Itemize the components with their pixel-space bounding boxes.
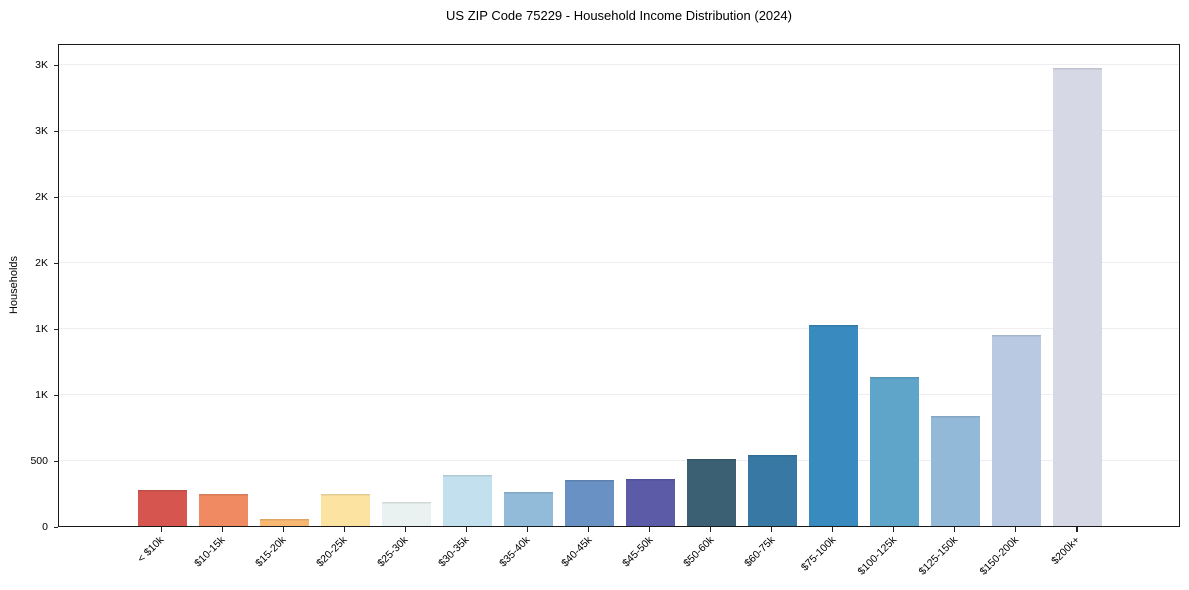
gridline-2000 bbox=[59, 261, 1179, 263]
x-tick-mark bbox=[160, 527, 162, 532]
x-tick-label-25-30k: $25-30k bbox=[375, 534, 411, 570]
x-tick-label-10k: < $10k bbox=[135, 534, 167, 565]
bar-35-40k bbox=[504, 491, 553, 526]
x-tick-mark bbox=[465, 527, 468, 532]
bar-150-200k bbox=[992, 335, 1042, 526]
bar-10k bbox=[137, 490, 187, 526]
x-tick-label-15-20k: $15-20k bbox=[253, 534, 289, 570]
bar-15-20k bbox=[259, 519, 309, 526]
x-tick-mark bbox=[893, 527, 895, 532]
gridline-1000 bbox=[59, 393, 1179, 395]
gridline-500 bbox=[59, 459, 1179, 461]
y-tick-label-0: 0 bbox=[42, 521, 48, 533]
x-tick-label-20-25k: $20-25k bbox=[314, 534, 350, 570]
gridline-3500 bbox=[59, 63, 1179, 65]
bar-50-60k bbox=[687, 459, 736, 526]
x-tick-label-10-15k: $10-15k bbox=[192, 534, 228, 570]
bar-25-30k bbox=[381, 502, 431, 526]
y-tick-label-1500: 1K bbox=[35, 323, 48, 336]
x-tick-mark bbox=[282, 527, 284, 532]
x-tick-label-30-35k: $30-35k bbox=[436, 534, 472, 570]
y-tick-label-3500: 3K bbox=[35, 59, 48, 72]
x-tick-mark bbox=[832, 527, 834, 532]
x-tick-label-100-125k: $100-125k bbox=[855, 534, 900, 578]
y-tick-mark bbox=[53, 196, 58, 198]
y-tick-mark bbox=[53, 394, 58, 396]
x-tick-label-125-150k: $125-150k bbox=[916, 534, 961, 578]
y-tick-label-2500: 2K bbox=[35, 191, 48, 204]
bar-20-25k bbox=[320, 494, 370, 526]
y-tick-mark bbox=[53, 526, 58, 528]
bar-75-100k bbox=[809, 324, 859, 526]
y-tick-mark bbox=[53, 262, 58, 264]
gridline-3000 bbox=[59, 129, 1179, 131]
x-tick-label-45-50k: $45-50k bbox=[619, 534, 656, 570]
x-tick-mark bbox=[1015, 527, 1017, 532]
x-tick-mark bbox=[1076, 527, 1078, 532]
x-tick-label-75-100k: $75-100k bbox=[798, 534, 839, 574]
x-tick-label-60-75k: $60-75k bbox=[741, 534, 778, 570]
plot-area bbox=[58, 44, 1180, 527]
y-tick-mark bbox=[53, 130, 58, 132]
bar-100-125k bbox=[870, 376, 920, 526]
bar-40-45k bbox=[565, 479, 614, 526]
gridline-2500 bbox=[59, 195, 1179, 197]
x-tick-mark bbox=[526, 527, 529, 532]
y-tick-mark bbox=[53, 328, 58, 330]
x-tick-label-50-60k: $50-60k bbox=[680, 534, 717, 570]
bar-60-75k bbox=[748, 454, 798, 526]
x-tick-mark bbox=[954, 527, 956, 532]
bar-45-50k bbox=[626, 478, 675, 526]
chart-title: US ZIP Code 75229 - Household Income Dis… bbox=[446, 8, 792, 23]
y-tick-label-3000: 3K bbox=[35, 125, 48, 138]
y-tick-mark bbox=[53, 64, 58, 66]
x-tick-label-150-200k: $150-200k bbox=[977, 534, 1022, 578]
bar-30-35k bbox=[442, 475, 492, 526]
x-tick-mark bbox=[649, 527, 651, 532]
bar-200k bbox=[1053, 68, 1103, 526]
bar-125-150k bbox=[931, 416, 981, 526]
y-tick-label-2000: 2K bbox=[35, 257, 48, 270]
x-tick-mark bbox=[343, 527, 345, 532]
x-tick-mark bbox=[771, 527, 773, 532]
x-tick-label-200k: $200k+ bbox=[1049, 534, 1083, 568]
x-tick-mark bbox=[404, 527, 407, 532]
x-tick-mark bbox=[587, 527, 590, 532]
y-tick-mark bbox=[53, 460, 58, 462]
x-tick-label-40-45k: $40-45k bbox=[558, 534, 594, 570]
y-tick-label-500: 500 bbox=[30, 455, 48, 468]
y-tick-label-1000: 1K bbox=[35, 389, 48, 402]
bar-10-15k bbox=[198, 493, 248, 526]
x-tick-mark bbox=[221, 527, 223, 532]
x-tick-label-35-40k: $35-40k bbox=[497, 534, 533, 570]
x-tick-mark bbox=[710, 527, 712, 532]
gridline-1500 bbox=[59, 327, 1179, 329]
